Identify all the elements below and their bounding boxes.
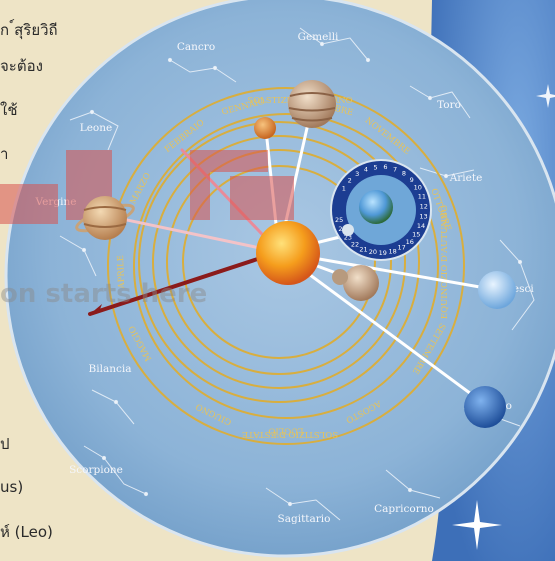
left-text-line: า — [0, 145, 9, 163]
zodiac-label: Gemelli — [298, 31, 339, 43]
dial-number: 5 — [374, 163, 378, 171]
planets — [75, 80, 516, 428]
day-dial: 1234567891011121314151617181920212223242… — [330, 159, 432, 261]
dial-number: 20 — [369, 248, 377, 256]
dial-number: 14 — [417, 222, 425, 230]
watermark-text: on starts here — [0, 279, 207, 309]
mars-icon — [254, 117, 276, 139]
constellations — [59, 27, 535, 521]
dial-number: 21 — [359, 245, 367, 253]
zodiac-label: Ariete — [449, 172, 483, 184]
dial-number: 25 — [335, 216, 343, 224]
dial-number: 12 — [420, 202, 428, 210]
dial-number: 7 — [393, 165, 397, 173]
zodiac-label: Toro — [437, 99, 461, 111]
neptune-icon — [464, 386, 506, 428]
dial-number: 17 — [398, 244, 406, 252]
dial-number: 19 — [379, 249, 387, 257]
month-ring-inner — [133, 113, 439, 419]
season-marker-label: SOLSTIZIO D'ESTATE — [242, 429, 338, 439]
mercury-icon — [332, 269, 348, 285]
month-label: LUGLIO — [268, 426, 303, 436]
dial-number: 2 — [348, 177, 352, 185]
uranus-icon — [478, 271, 516, 309]
sparkle-icon — [452, 84, 555, 550]
dial-number: 10 — [414, 184, 422, 192]
zodiac-label: Bilancia — [89, 363, 132, 375]
dial-number: 3 — [355, 170, 359, 178]
earth-icon — [359, 190, 393, 224]
dial-number: 15 — [412, 231, 420, 239]
dial-number: 13 — [419, 212, 427, 220]
dial-number: 6 — [383, 163, 387, 171]
left-text-line: ห์ (Leo) — [0, 523, 53, 541]
dial-number: 4 — [364, 166, 368, 174]
sun-icon — [256, 221, 320, 285]
dial-number: 23 — [344, 233, 352, 241]
dial-number: 9 — [410, 176, 414, 184]
dial-number: 1 — [342, 185, 346, 193]
month-label: APRILE — [116, 255, 127, 290]
dial-number: 8 — [402, 170, 406, 178]
zodiac-label: Capricorno — [374, 503, 434, 515]
moon-icon — [342, 224, 354, 236]
zodiac-label: Sagittario — [278, 513, 331, 525]
left-text-line: ใช้ — [0, 101, 18, 119]
dial-number: 16 — [406, 238, 414, 246]
dial-number: 22 — [351, 240, 359, 248]
left-text-line: จะต้อง — [0, 57, 43, 75]
left-text-line: ป — [0, 435, 10, 453]
zodiac-label: Scorpione — [69, 464, 123, 476]
zodiac-label: Leone — [80, 122, 112, 134]
zodiac-label: Cancro — [177, 41, 215, 53]
season-marker-label: EQUINOZIO D'AUTUNNO — [440, 205, 450, 319]
venus-icon — [343, 265, 379, 301]
jupiter-icon — [288, 80, 336, 128]
month-ring-outer — [107, 87, 465, 445]
left-text-line: us) — [0, 478, 24, 496]
orbits — [138, 121, 420, 403]
left-text-line: ก ์สุริยวิถี — [0, 21, 58, 39]
dial-number: 18 — [388, 247, 396, 255]
dial-number: 11 — [418, 193, 426, 201]
saturn-icon — [75, 196, 135, 240]
